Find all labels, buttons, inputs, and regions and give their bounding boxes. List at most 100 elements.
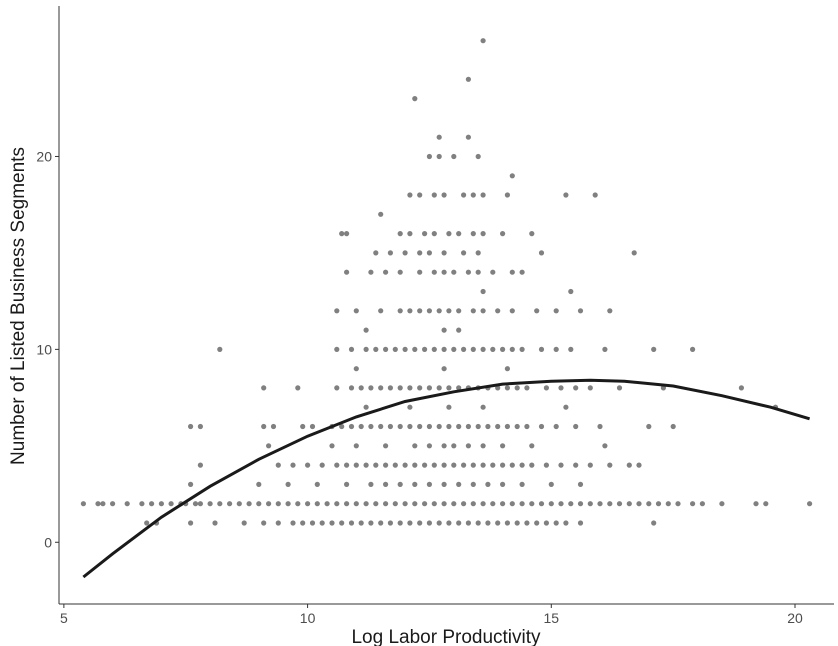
data-point (534, 520, 540, 526)
scatter-points (80, 38, 813, 526)
data-point (363, 462, 369, 468)
data-point (441, 250, 447, 256)
data-point (407, 423, 413, 430)
data-point (407, 520, 413, 526)
data-point (548, 501, 554, 507)
data-point (295, 501, 301, 507)
data-point (500, 443, 506, 449)
data-point (431, 192, 437, 198)
data-point (738, 385, 745, 391)
data-point (407, 404, 413, 410)
data-point (256, 501, 262, 507)
data-point (344, 462, 350, 468)
data-point (383, 346, 389, 352)
data-point (309, 520, 316, 526)
data-point (465, 269, 471, 275)
data-point (500, 481, 506, 487)
data-point (616, 501, 623, 507)
data-point (485, 423, 491, 430)
data-point (417, 192, 423, 198)
data-point (480, 501, 486, 507)
data-point (461, 462, 467, 468)
data-point (426, 481, 432, 487)
data-point (509, 346, 515, 352)
data-point (392, 346, 398, 352)
data-point (353, 308, 359, 314)
data-point (480, 404, 486, 410)
data-point (368, 385, 374, 391)
data-point (514, 423, 520, 430)
data-point (397, 520, 403, 526)
data-point (417, 250, 423, 256)
data-point (470, 346, 476, 352)
data-point (461, 192, 467, 198)
data-point (553, 423, 559, 430)
x-tick-label: 10 (300, 610, 316, 626)
data-point (339, 231, 345, 237)
data-point (626, 462, 632, 468)
data-point (407, 385, 413, 391)
data-point (261, 423, 267, 430)
data-point (305, 501, 311, 507)
data-point (295, 385, 301, 391)
data-point (548, 481, 554, 487)
data-point (431, 501, 437, 507)
data-point (441, 481, 447, 487)
data-point (524, 423, 530, 430)
data-point (490, 269, 496, 275)
data-point (465, 76, 471, 82)
data-point (378, 520, 384, 526)
data-point (495, 385, 501, 391)
data-point (465, 134, 471, 140)
data-point (373, 250, 379, 256)
data-point (329, 520, 335, 526)
data-point (188, 481, 194, 487)
data-point (397, 385, 403, 391)
data-point (577, 308, 584, 314)
data-point (402, 346, 408, 352)
data-point (80, 501, 86, 507)
data-point (543, 385, 550, 391)
data-point (397, 231, 403, 237)
data-point (602, 346, 608, 352)
data-point (373, 462, 379, 468)
data-point (412, 481, 418, 487)
x-axis-ticks: 5 10 15 20 (60, 604, 803, 626)
data-point (309, 423, 316, 430)
data-point (368, 520, 374, 526)
data-point (504, 423, 510, 430)
data-point (100, 501, 106, 507)
data-point (417, 308, 423, 314)
data-point (475, 250, 481, 256)
data-point (431, 346, 437, 352)
data-point (407, 192, 413, 198)
data-point (378, 308, 384, 314)
data-point (470, 462, 476, 468)
data-point (334, 346, 340, 352)
data-point (392, 501, 398, 507)
data-point (431, 231, 437, 237)
data-point (344, 231, 350, 237)
data-point (217, 346, 223, 352)
data-point (451, 462, 457, 468)
x-tick-label: 20 (787, 610, 803, 626)
data-point (480, 192, 486, 198)
data-point (314, 501, 320, 507)
data-point (285, 501, 291, 507)
data-point (368, 269, 374, 275)
data-point (392, 462, 398, 468)
data-point (500, 231, 506, 237)
data-point (402, 250, 408, 256)
data-point (124, 501, 130, 507)
data-point (651, 520, 657, 526)
data-point (368, 481, 374, 487)
data-point (339, 423, 345, 430)
data-point (490, 501, 496, 507)
data-point (426, 153, 432, 160)
data-point (344, 501, 350, 507)
data-point (763, 501, 769, 507)
data-point (417, 423, 423, 430)
data-point (538, 501, 545, 507)
data-point (480, 308, 486, 314)
data-point (465, 423, 471, 430)
